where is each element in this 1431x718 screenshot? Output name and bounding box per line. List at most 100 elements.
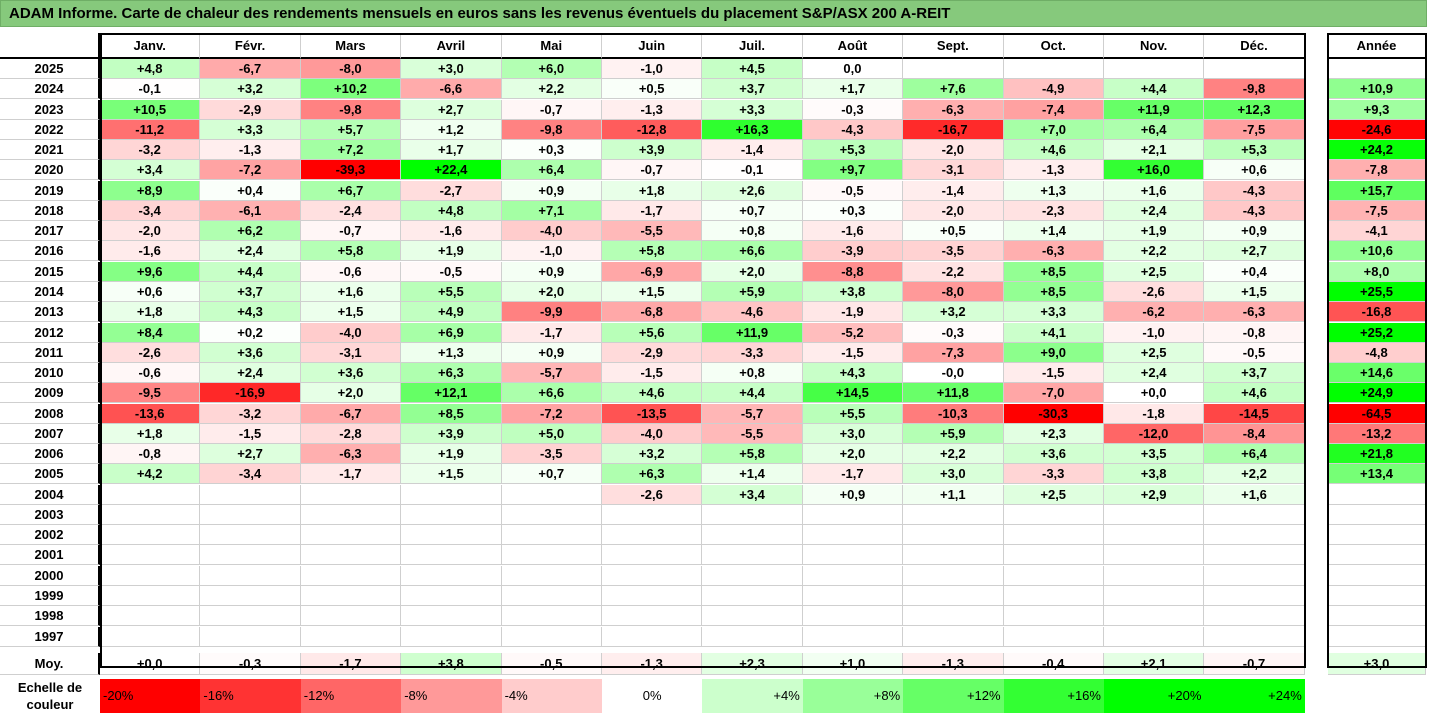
heat-cell: +2,2	[501, 79, 602, 100]
heat-cell: +2,9	[1103, 484, 1205, 505]
annual-row	[1328, 586, 1426, 607]
heat-cell: +4,3	[200, 302, 301, 323]
annual-row: +24,2	[1328, 140, 1426, 161]
annual-cell	[1328, 626, 1426, 647]
year-label: 2003	[0, 504, 100, 525]
heat-cell: +1,6	[1204, 484, 1305, 505]
heat-cell: -1,3	[601, 99, 703, 120]
header-row: Janv. Févr. Mars Avril Mai Juin Juil. Août Sept.…	[0, 33, 1305, 59]
heat-cell	[200, 484, 301, 505]
heat-cell: +5,9	[903, 423, 1004, 444]
year-label: 2009	[0, 383, 100, 404]
year-label: 2012	[0, 322, 100, 343]
heat-cell: +3,7	[200, 281, 301, 302]
annual-cell: +14,6	[1328, 363, 1426, 384]
heat-cell: -7,2	[501, 403, 602, 424]
heat-cell: +3,7	[1204, 363, 1305, 384]
month-header: Juil.	[702, 33, 803, 59]
heat-cell: +2,2	[1103, 241, 1205, 262]
heat-cell: +3,3	[200, 119, 301, 140]
heat-cell: +1,8	[601, 180, 703, 201]
year-row: 2006 -0,8 +2,7 -6,3 +1,9 -3,5 +3,2 +5,8 +2,0 +2,2…	[0, 444, 1305, 465]
heat-cell: +4,2	[100, 464, 201, 485]
heat-cell	[501, 545, 602, 566]
heat-cell: -14,5	[1204, 403, 1305, 424]
heat-cell: +5,3	[1204, 140, 1305, 161]
month-header: Janv.	[100, 33, 201, 59]
heat-cell: +1,2	[401, 119, 502, 140]
heat-cell: +0,5	[601, 79, 703, 100]
heat-cell	[1103, 525, 1205, 546]
heat-cell	[702, 565, 803, 586]
annual-row: +13,4	[1328, 464, 1426, 485]
annual-cell: -7,5	[1328, 200, 1426, 221]
year-label: 2001	[0, 545, 100, 566]
heat-cell: +2,6	[702, 180, 803, 201]
average-cell: -1,7	[300, 652, 402, 675]
year-label: 1997	[0, 626, 100, 647]
heat-cell: -6,1	[200, 200, 301, 221]
heat-cell: +10,2	[300, 79, 402, 100]
heat-cell	[903, 504, 1004, 525]
scale-swatch: -20%	[100, 679, 201, 713]
heat-cell	[1204, 626, 1305, 647]
heat-cell: +2,0	[501, 281, 602, 302]
heat-cell: +10,5	[100, 99, 201, 120]
annual-cell: -24,6	[1328, 119, 1426, 140]
year-row: 2008 -13,6 -3,2 -6,7 +8,5 -7,2 -13,5 -5,7 +5,5 -1…	[0, 403, 1305, 424]
heat-cell: +3,2	[601, 444, 703, 465]
heat-cell: +4,3	[802, 363, 904, 384]
heat-cell	[1103, 606, 1205, 627]
heat-cell: +1,9	[401, 241, 502, 262]
heat-cell: +2,2	[1204, 464, 1305, 485]
heat-cell: +5,6	[601, 322, 703, 343]
heat-cell: +4,1	[1003, 322, 1104, 343]
month-header: Mai	[501, 33, 602, 59]
heat-cell: +0,9	[1204, 221, 1305, 242]
heat-cell: +3,7	[702, 79, 803, 100]
heat-cell	[501, 606, 602, 627]
average-cell: -1,3	[903, 652, 1004, 675]
heat-cell: -1,7	[802, 464, 904, 485]
heat-cell: -1,0	[601, 59, 703, 79]
heat-cell: -2,6	[100, 342, 201, 363]
year-label: 2010	[0, 363, 100, 384]
heat-cell: +12,3	[1204, 99, 1305, 120]
heat-cell: +5,7	[300, 119, 402, 140]
heat-cell: -0,5	[802, 180, 904, 201]
annual-cell: +15,7	[1328, 180, 1426, 201]
heat-cell: -1,9	[802, 302, 904, 323]
heat-cell: +2,3	[1003, 423, 1104, 444]
heat-cell: +1,5	[401, 464, 502, 485]
annual-cell: +10,9	[1328, 79, 1426, 100]
year-row: 1997	[0, 626, 1305, 647]
heat-cell: -0,3	[903, 322, 1004, 343]
annual-row: +25,5	[1328, 281, 1426, 302]
annual-row: -24,6	[1328, 119, 1426, 140]
heat-cell: +4,6	[601, 383, 703, 404]
heat-cell: +2,5	[1103, 261, 1205, 282]
year-label: 2007	[0, 423, 100, 444]
heat-cell: +8,9	[100, 180, 201, 201]
scale-swatch: +20%	[1104, 679, 1205, 713]
heat-cell: -4,0	[300, 322, 402, 343]
heat-cell	[903, 586, 1004, 607]
heat-cell	[300, 586, 402, 607]
annual-cell	[1328, 565, 1426, 586]
heat-cell: +0,4	[1204, 261, 1305, 282]
heat-cell: +6,6	[501, 383, 602, 404]
heat-cell: -3,3	[702, 342, 803, 363]
heat-cell: +3,6	[1003, 444, 1104, 465]
heat-cell: -9,8	[1204, 79, 1305, 100]
annual-row: +25,2	[1328, 322, 1426, 343]
heat-cell	[401, 525, 502, 546]
scale-swatch: +12%	[903, 679, 1004, 713]
heat-cell	[802, 545, 904, 566]
heat-cell: +3,6	[200, 342, 301, 363]
heat-cell: +6,3	[401, 363, 502, 384]
average-row: Moy. +0,0 -0,3 -1,7 +3,8 -0,5 -1,3 +2,3 +1,0 -1,3…	[0, 652, 1305, 675]
heat-cell: -4,9	[1003, 79, 1104, 100]
year-row: 2010 -0,6 +2,4 +3,6 +6,3 -5,7 -1,5 +0,8 +4,3 -0,0…	[0, 363, 1305, 384]
year-label: 2021	[0, 140, 100, 161]
heat-cell	[702, 545, 803, 566]
